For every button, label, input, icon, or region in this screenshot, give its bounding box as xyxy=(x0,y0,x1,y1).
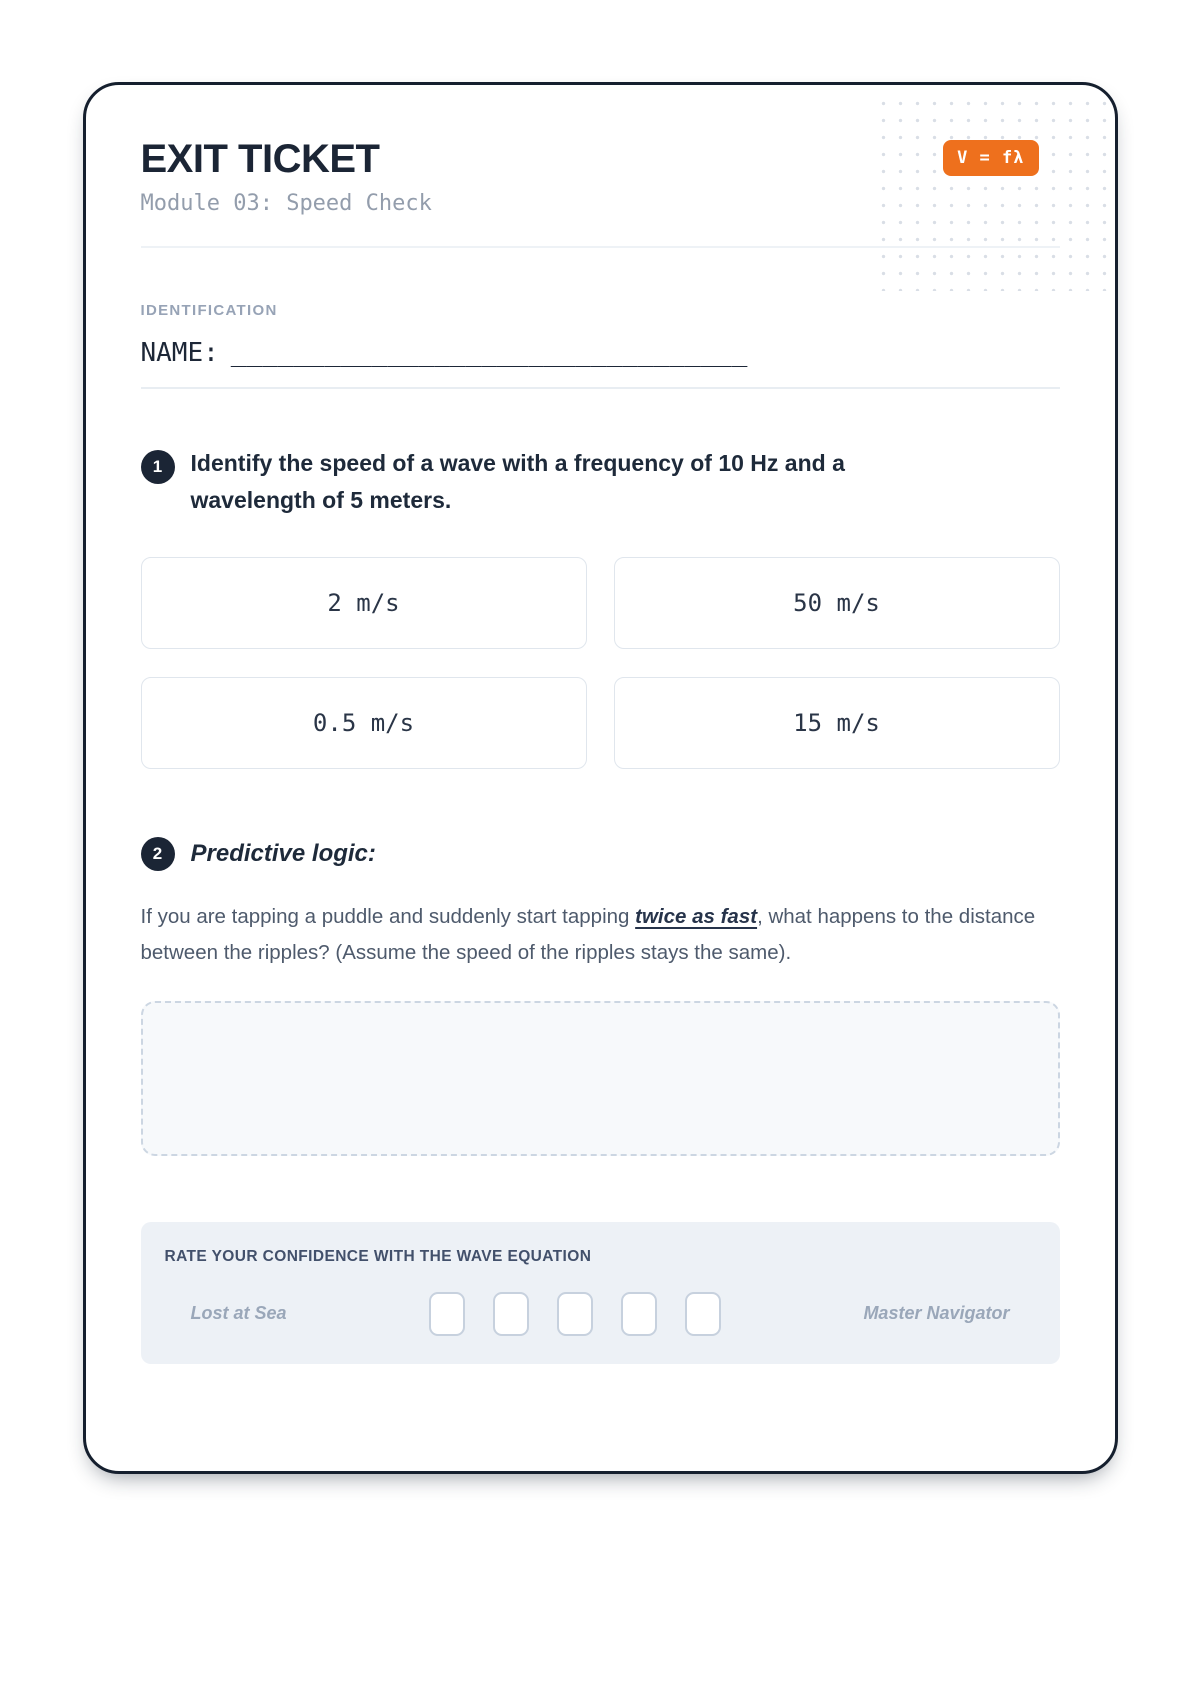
name-fill-line[interactable]: _________________________________ xyxy=(230,338,748,368)
answer-option-2ms[interactable]: 2 m/s xyxy=(140,556,587,649)
free-response-box[interactable] xyxy=(140,1000,1060,1156)
confidence-checkbox-1[interactable] xyxy=(428,1291,465,1336)
question-2-body-after: , what happens to the distance between t… xyxy=(140,904,1036,964)
confidence-checkbox-5[interactable] xyxy=(684,1291,721,1336)
name-label: NAME: xyxy=(140,338,219,368)
formula-badge: V = fλ xyxy=(943,140,1039,176)
identification-section: IDENTIFICATION NAME: ____________________… xyxy=(141,302,1060,371)
question-2-body: If you are tapping a puddle and suddenly… xyxy=(141,899,1046,971)
question-1-section: 1 Identify the speed of a wave with a fr… xyxy=(140,445,1060,769)
question-1-number-badge: 1 xyxy=(140,449,175,484)
question-2-title: Predictive logic: xyxy=(190,839,376,867)
confidence-heading: RATE YOUR CONFIDENCE WITH THE WAVE EQUAT… xyxy=(164,1247,592,1265)
question-2-number-badge: 2 xyxy=(140,836,175,871)
emphasis-twice-as-fast: twice as fast xyxy=(635,904,758,928)
answer-option-50ms[interactable]: 50 m/s xyxy=(613,556,1060,649)
header-divider xyxy=(140,246,1060,248)
answer-options-grid: 2 m/s 50 m/s 0.5 m/s 15 m/s xyxy=(140,556,1060,769)
question-2-body-before: If you are tapping a puddle and suddenly… xyxy=(140,904,636,928)
confidence-checkbox-2[interactable] xyxy=(492,1291,529,1336)
confidence-checkbox-4[interactable] xyxy=(620,1291,657,1336)
question-2-section: 2 Predictive logic: If you are tapping a… xyxy=(140,836,1060,1156)
page-subtitle: Module 03: Speed Check xyxy=(140,191,432,216)
answer-option-05ms[interactable]: 0.5 m/s xyxy=(140,676,587,769)
exit-ticket-card: V = fλ EXIT TICKET Module 03: Speed Chec… xyxy=(82,82,1118,1474)
confidence-checkbox-group xyxy=(428,1291,721,1336)
question-1-prompt: Identify the speed of a wave with a freq… xyxy=(190,449,845,513)
header: EXIT TICKET Module 03: Speed Check xyxy=(141,137,1060,216)
confidence-checkbox-3[interactable] xyxy=(556,1291,593,1336)
confidence-low-label: Lost at Sea xyxy=(190,1303,287,1323)
confidence-high-label: Master Navigator xyxy=(863,1303,1010,1323)
confidence-panel: RATE YOUR CONFIDENCE WITH THE WAVE EQUAT… xyxy=(140,1221,1060,1364)
page-title: EXIT TICKET xyxy=(140,137,380,181)
identification-divider xyxy=(140,387,1060,389)
answer-option-15ms[interactable]: 15 m/s xyxy=(613,676,1060,769)
identification-label: IDENTIFICATION xyxy=(140,302,278,319)
